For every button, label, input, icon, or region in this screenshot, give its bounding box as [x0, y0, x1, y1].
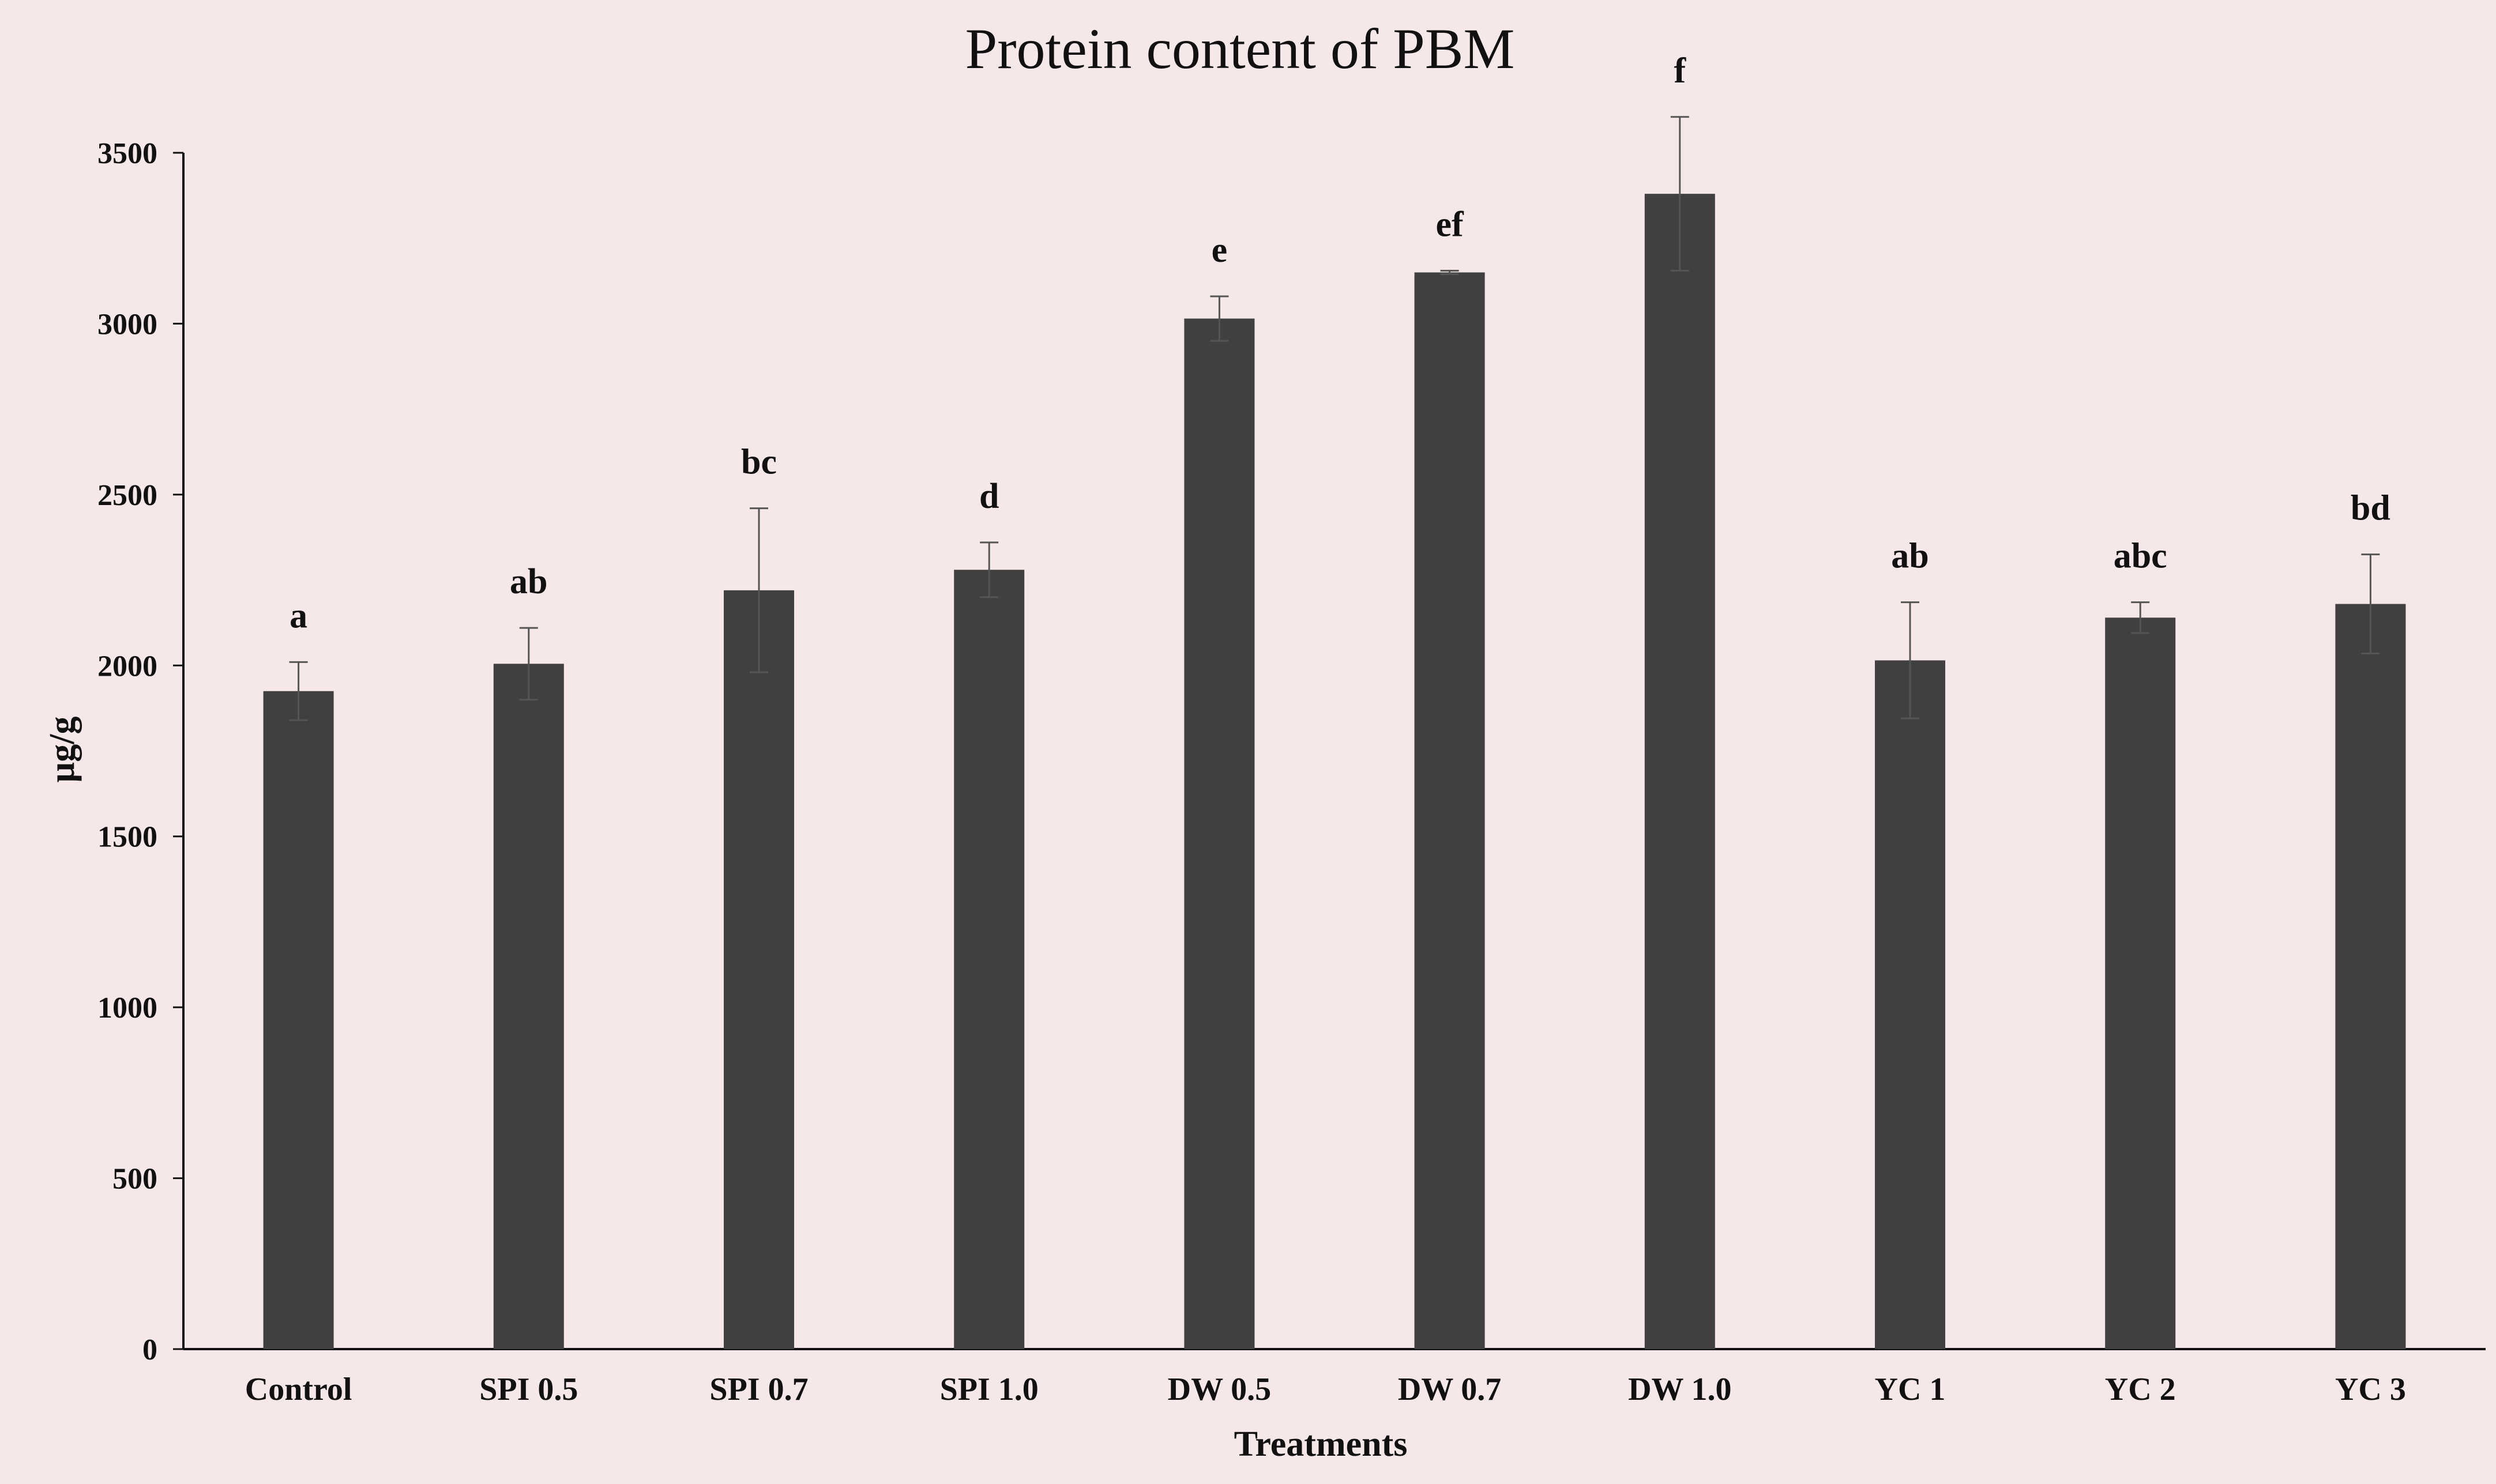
x-tick-label: SPI 0.5	[479, 1372, 578, 1407]
chart-title: Protein content of PBM	[965, 17, 1515, 81]
y-tick-label: 0	[142, 1334, 157, 1366]
significance-label: ab	[510, 562, 547, 601]
significance-label: d	[979, 477, 999, 516]
bar	[1644, 194, 1715, 1350]
y-tick-label: 1000	[97, 992, 157, 1025]
significance-label: bc	[741, 443, 777, 482]
significance-label: abc	[2114, 537, 2167, 576]
x-tick-label: DW 1.0	[1628, 1372, 1731, 1407]
x-tick-label: YC 1	[1875, 1372, 1946, 1407]
significance-label: a	[290, 596, 307, 635]
significance-label: ef	[1436, 205, 1465, 244]
y-tick-label: 3500	[97, 137, 157, 170]
bar	[493, 664, 564, 1349]
y-tick-label: 1500	[97, 821, 157, 854]
significance-label: e	[1212, 231, 1228, 270]
significance-label: bd	[2351, 489, 2390, 528]
bar	[263, 691, 334, 1349]
significance-label: f	[1674, 51, 1686, 91]
bar	[1414, 272, 1485, 1349]
plot-area: 0 500 1000 1500 2000 2500 3000 3500 a Control ab SP…	[97, 51, 2486, 1407]
bar	[724, 590, 794, 1349]
bar	[1184, 318, 1255, 1350]
significance-label: ab	[1891, 537, 1929, 576]
x-tick-label: DW 0.5	[1168, 1372, 1271, 1407]
y-tick-label: 2000	[97, 650, 157, 683]
y-tick-label: 3000	[97, 308, 157, 341]
x-tick-label: YC 2	[2105, 1372, 2176, 1407]
bar	[1875, 660, 1945, 1349]
x-tick-label: YC 3	[2335, 1372, 2406, 1407]
x-tick-label: SPI 0.7	[709, 1372, 808, 1407]
y-tick-label: 500	[112, 1163, 157, 1196]
bar	[954, 570, 1025, 1350]
x-tick-label: Control	[245, 1372, 352, 1407]
x-axis-label: Treatments	[1234, 1425, 1408, 1464]
y-tick-label: 2500	[97, 479, 157, 512]
bar	[2335, 604, 2406, 1349]
bar	[2105, 617, 2176, 1349]
x-tick-label: DW 0.7	[1398, 1372, 1501, 1407]
y-axis-label: µg/g	[43, 717, 82, 783]
x-tick-label: SPI 1.0	[940, 1372, 1039, 1407]
